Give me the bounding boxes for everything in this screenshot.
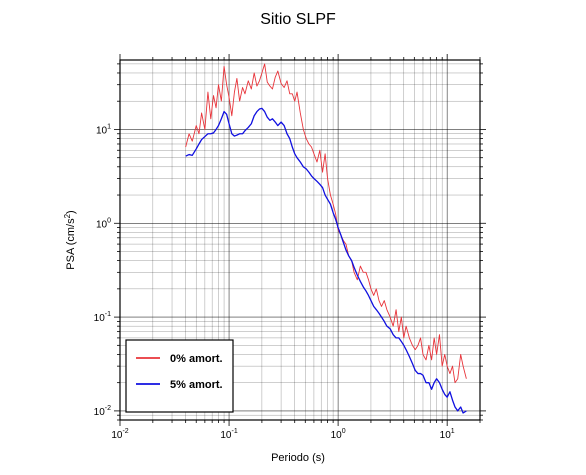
legend: 0% amort. 5% amort. bbox=[125, 339, 234, 413]
x-tick-labels: 10-2 10-1 100 101 bbox=[111, 428, 454, 441]
legend-label-5-amort: 5% amort. bbox=[170, 379, 223, 391]
grid-lines bbox=[119, 60, 481, 421]
tick-marks bbox=[114, 54, 486, 426]
series-line-5-amort bbox=[185, 107, 467, 414]
series-layer bbox=[185, 63, 467, 414]
x-tick-label: 101 bbox=[440, 428, 455, 441]
chart-title: Sitio SLPF bbox=[260, 11, 336, 28]
legend-label-0-amort: 0% amort. bbox=[170, 353, 223, 365]
y-tick-labels: 10-2 10-1 100 101 bbox=[94, 123, 111, 417]
plot-frame bbox=[119, 59, 481, 421]
y-tick-label: 101 bbox=[96, 123, 111, 136]
x-tick-label: 10-1 bbox=[220, 428, 237, 441]
y-axis-label: PSA (cm/s2) bbox=[63, 210, 77, 269]
x-axis-label: Periodo (s) bbox=[271, 452, 325, 464]
x-tick-label: 10-2 bbox=[111, 428, 128, 441]
y-tick-label: 10-1 bbox=[94, 311, 111, 324]
y-tick-label: 10-2 bbox=[94, 405, 111, 418]
x-tick-label: 100 bbox=[331, 428, 346, 441]
series-line-0-amort bbox=[185, 63, 467, 384]
legend-box bbox=[125, 339, 234, 413]
y-tick-label: 100 bbox=[96, 217, 111, 230]
